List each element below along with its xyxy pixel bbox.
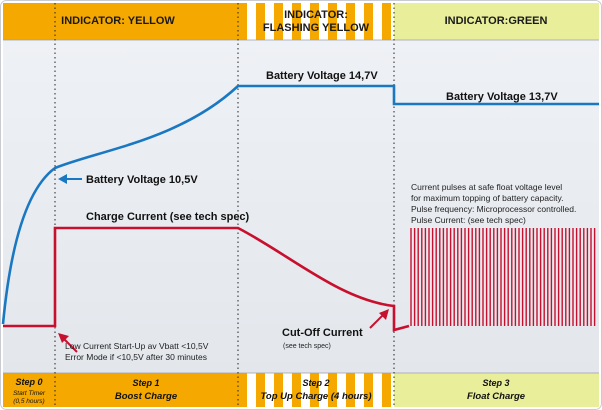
battery-voltage-curve [1, 84, 599, 325]
step2-title: Step 2 [302, 378, 329, 388]
label-charge-current: Charge Current (see tech spec) [86, 211, 250, 223]
step2-name: Top Up Charge (4 hours) [260, 391, 371, 402]
step3-band [394, 373, 599, 407]
step0-line2: (0,5 hours) [13, 398, 44, 405]
step2-band [238, 373, 394, 407]
label-battery-voltage-14-7: Battery Voltage 14,7V [266, 70, 378, 82]
step0-line1: Start Timer [13, 390, 46, 397]
header-yellow [3, 3, 238, 40]
step0-band [3, 373, 55, 407]
label-cutoff-current: Cut-Off Current [282, 327, 363, 339]
label-pulse-4: Pulse Current: (see tech spec) [411, 215, 526, 225]
step0-title: Step 0 [15, 377, 42, 387]
step1-band [55, 373, 238, 407]
header-yellow-label: INDICATOR: YELLOW [61, 15, 175, 27]
label-low-current-2: Error Mode if <10,5V after 30 minutes [65, 352, 207, 362]
label-pulse-2: for maximum topping of battery capacity. [411, 193, 563, 203]
header-flashing-label-2: FLASHING YELLOW [263, 22, 370, 34]
header-flashing [238, 3, 394, 40]
arrow-low-current [58, 333, 78, 353]
step1-name: Boost Charge [115, 391, 178, 402]
header-green [394, 3, 599, 40]
step3-name: Float Charge [467, 391, 526, 402]
label-battery-voltage-13-7: Battery Voltage 13,7V [446, 91, 558, 103]
header-flashing-label-1: INDICATOR: [284, 9, 348, 21]
pulse-bars [410, 228, 596, 326]
header-green-label: INDICATOR:GREEN [445, 15, 548, 27]
label-pulse-3: Pulse frequency: Microprocessor controll… [411, 204, 576, 214]
arrow-cutoff [369, 309, 389, 329]
label-battery-voltage-10-5: Battery Voltage 10,5V [86, 174, 198, 186]
step3-title: Step 3 [482, 378, 509, 388]
step1-title: Step 1 [132, 378, 159, 388]
chart-panel [3, 40, 599, 373]
label-pulse-1: Current pulses at safe float voltage lev… [411, 182, 562, 192]
label-cutoff-note: (see tech spec) [283, 343, 331, 350]
charge-current-curve [3, 226, 410, 332]
arrow-voltage-10-5 [58, 174, 82, 184]
label-low-current-1: Low Current Start-Up av Vbatt <10,5V [65, 341, 209, 351]
